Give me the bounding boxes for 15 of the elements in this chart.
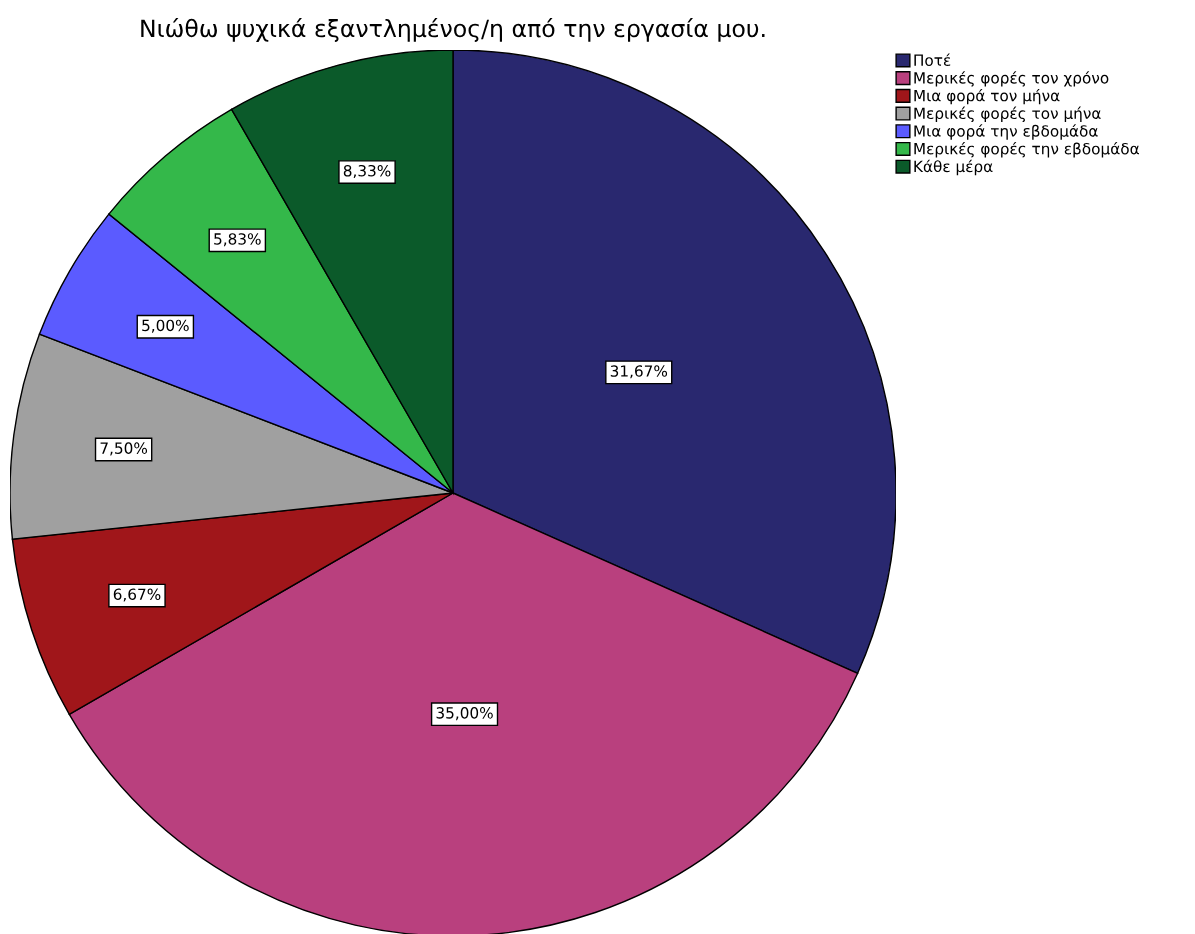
data-label: 8,33%: [343, 164, 391, 179]
data-label: 5,83%: [214, 233, 261, 247]
data-label: 7,50%: [100, 442, 148, 456]
legend-label: Ποτέ: [914, 53, 951, 66]
data-label: 6,67%: [113, 588, 161, 602]
chart-title: Νιώθω ψυχικά εξαντλημένος/η από την εργασία μου.: [141, 18, 765, 42]
legend-label: Μερικές φορές τον μήνα: [914, 106, 1101, 123]
legend-label: Μερικές φορές την εβδομάδα: [914, 142, 1139, 158]
legend-label: Μια φορά την εβδομάδα: [914, 124, 1098, 140]
legend-label: Κάθε μέρα: [914, 159, 993, 176]
data-label: 31,67%: [610, 365, 668, 379]
data-label: 35,00%: [436, 707, 493, 721]
legend-label: Μια φορά τον μήνα: [914, 88, 1060, 105]
legend-label: Μερικές φορές τον χρόνο: [914, 71, 1109, 87]
data-label: 5,00%: [142, 319, 189, 333]
